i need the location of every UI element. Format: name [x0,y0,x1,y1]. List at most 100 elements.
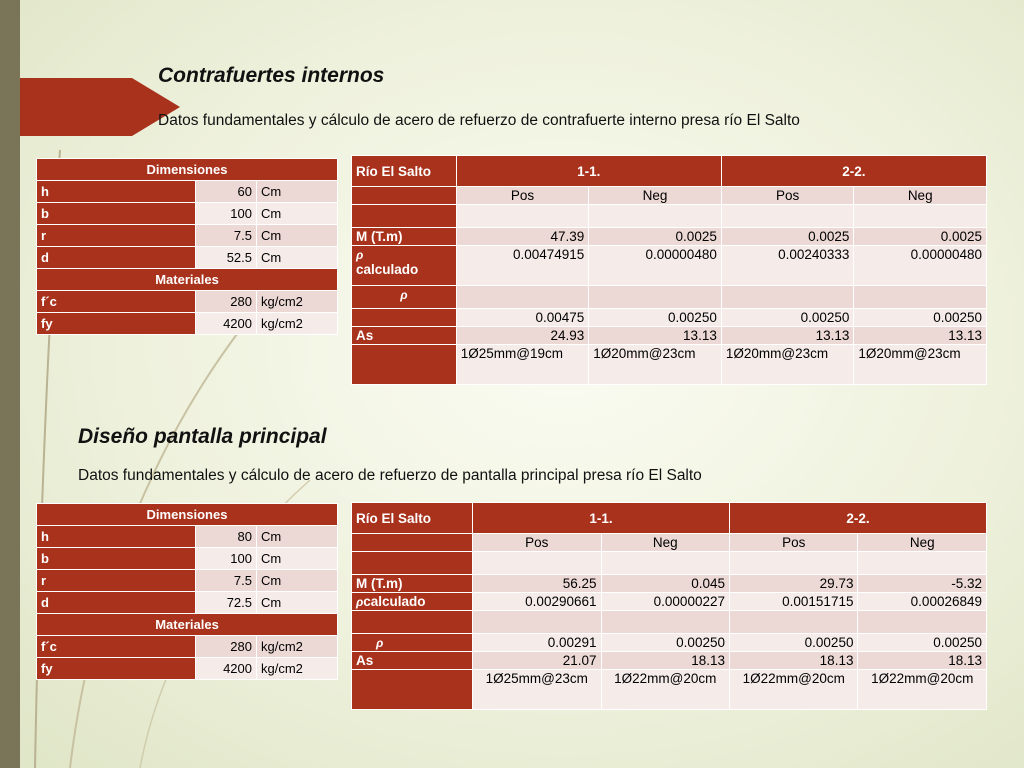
dim-label: b [36,547,196,570]
empty-cell [455,285,590,309]
dim-label: d [36,591,196,614]
rho-value: 0.00250 [853,308,987,327]
blank-label [350,551,474,575]
as-value: 13.13 [853,326,987,345]
empty-cell [472,551,602,575]
dim-value: 100 [195,547,257,570]
moment-value: 47.39 [455,227,590,246]
rebar-spec: 1Ø22mm@20cm [600,669,730,710]
blank-label [350,610,474,634]
as-value: 18.13 [600,651,730,670]
dim-label: h [36,525,196,548]
rho-calculated-value: 0.00151715 [728,592,859,611]
empty-cell [588,285,722,309]
empty-cell [588,204,722,228]
moment-value: 0.0025 [853,227,987,246]
empty-cell [600,551,730,575]
rebar-spec: 1Ø20mm@23cm [588,344,722,385]
moment-label: M (T.m) [350,574,474,593]
dim-unit: Cm [256,224,338,247]
rho-calculated-value: 0.00000480 [588,245,722,286]
dimensions-header: Dimensiones [36,158,338,181]
rebar-spec: 1Ø20mm@23cm [720,344,855,385]
moment-value: 0.0025 [588,227,722,246]
subheader-cell: Pos [472,533,602,552]
moment-label: M (T.m) [351,227,457,246]
dim-value: 80 [195,525,257,548]
rho-value: 0.00250 [857,633,987,652]
section2-title: Diseño pantalla principal [78,425,327,448]
moment-value: -5.32 [857,574,987,593]
calculated-label: calculado [363,594,426,609]
material-value: 280 [195,290,257,313]
dim-label: b [36,202,196,225]
empty-cell [728,551,859,575]
results-header-site: Río El Salto [351,155,457,187]
material-label: fy [36,312,196,335]
section1-title: Contrafuertes internos [158,64,385,87]
empty-cell [720,204,855,228]
subheader-cell: Neg [857,533,987,552]
as-value: 21.07 [472,651,602,670]
dim-value: 72.5 [195,591,257,614]
moment-value: 56.25 [472,574,602,593]
materials-header: Materiales [36,268,338,291]
empty-cell [853,285,987,309]
empty-cell [857,610,987,634]
results-header-site: Río El Salto [350,502,474,534]
empty-cell [720,285,855,309]
dim-label: d [36,246,196,269]
calculated-label: calculado [356,262,419,277]
rho-value: 0.00291 [472,633,602,652]
rebar-spec: 1Ø20mm@23cm [853,344,987,385]
subheader-cell: Pos [720,186,855,205]
dim-unit: Cm [256,180,338,203]
blank-label [351,204,457,228]
material-label: fy [36,657,196,680]
material-unit: kg/cm2 [256,657,338,680]
blank-label [351,308,457,327]
dim-unit: Cm [256,246,338,269]
as-value: 18.13 [728,651,859,670]
section1-results-table: Río El Salto 1-1. 2-2. Pos Neg Pos Neg M… [351,155,988,385]
rho-value: 0.00250 [600,633,730,652]
dim-unit: Cm [256,591,338,614]
empty-cell [728,610,859,634]
blank-label [351,344,457,385]
rho-symbol: ρ [376,636,384,650]
rho-calculated-value: 0.00240333 [720,245,855,286]
results-header-section-2: 2-2. [720,155,988,187]
section2-results-table: Río El Salto 1-1. 2-2. Pos Neg Pos Neg M… [350,502,988,710]
dim-unit: Cm [256,569,338,592]
blank-label [350,533,474,552]
rho-calculated-value: 0.00000480 [853,245,987,286]
empty-cell [455,204,590,228]
rho-value: 0.00250 [720,308,855,327]
rho-value: 0.00250 [588,308,722,327]
moment-value: 0.045 [600,574,730,593]
rebar-spec: 1Ø25mm@19cm [455,344,590,385]
section1-dimensions-table: Dimensiones h 60 Cm b 100 Cm r 7.5 Cm d 52.5 Cm … [36,158,338,335]
dim-value: 7.5 [195,569,257,592]
section2-subtitle: Datos fundamentales y cálculo de acero d… [78,467,702,484]
dim-value: 100 [195,202,257,225]
dim-label: r [36,224,196,247]
rho-symbol: ρ [356,595,364,609]
rho-symbol: ρ [356,248,364,262]
moment-value: 29.73 [728,574,859,593]
moment-value: 0.0025 [720,227,855,246]
dim-label: r [36,569,196,592]
empty-cell [857,551,987,575]
subheader-cell: Neg [853,186,987,205]
subheader-cell: Neg [588,186,722,205]
rho-calculated-value: 0.00474915 [455,245,590,286]
empty-cell [853,204,987,228]
as-value: 13.13 [588,326,722,345]
dim-unit: Cm [256,202,338,225]
material-value: 4200 [195,312,257,335]
results-header-section-2: 2-2. [728,502,988,534]
as-label: As [351,326,457,345]
rebar-spec: 1Ø25mm@23cm [472,669,602,710]
dim-unit: Cm [256,547,338,570]
dim-value: 7.5 [195,224,257,247]
